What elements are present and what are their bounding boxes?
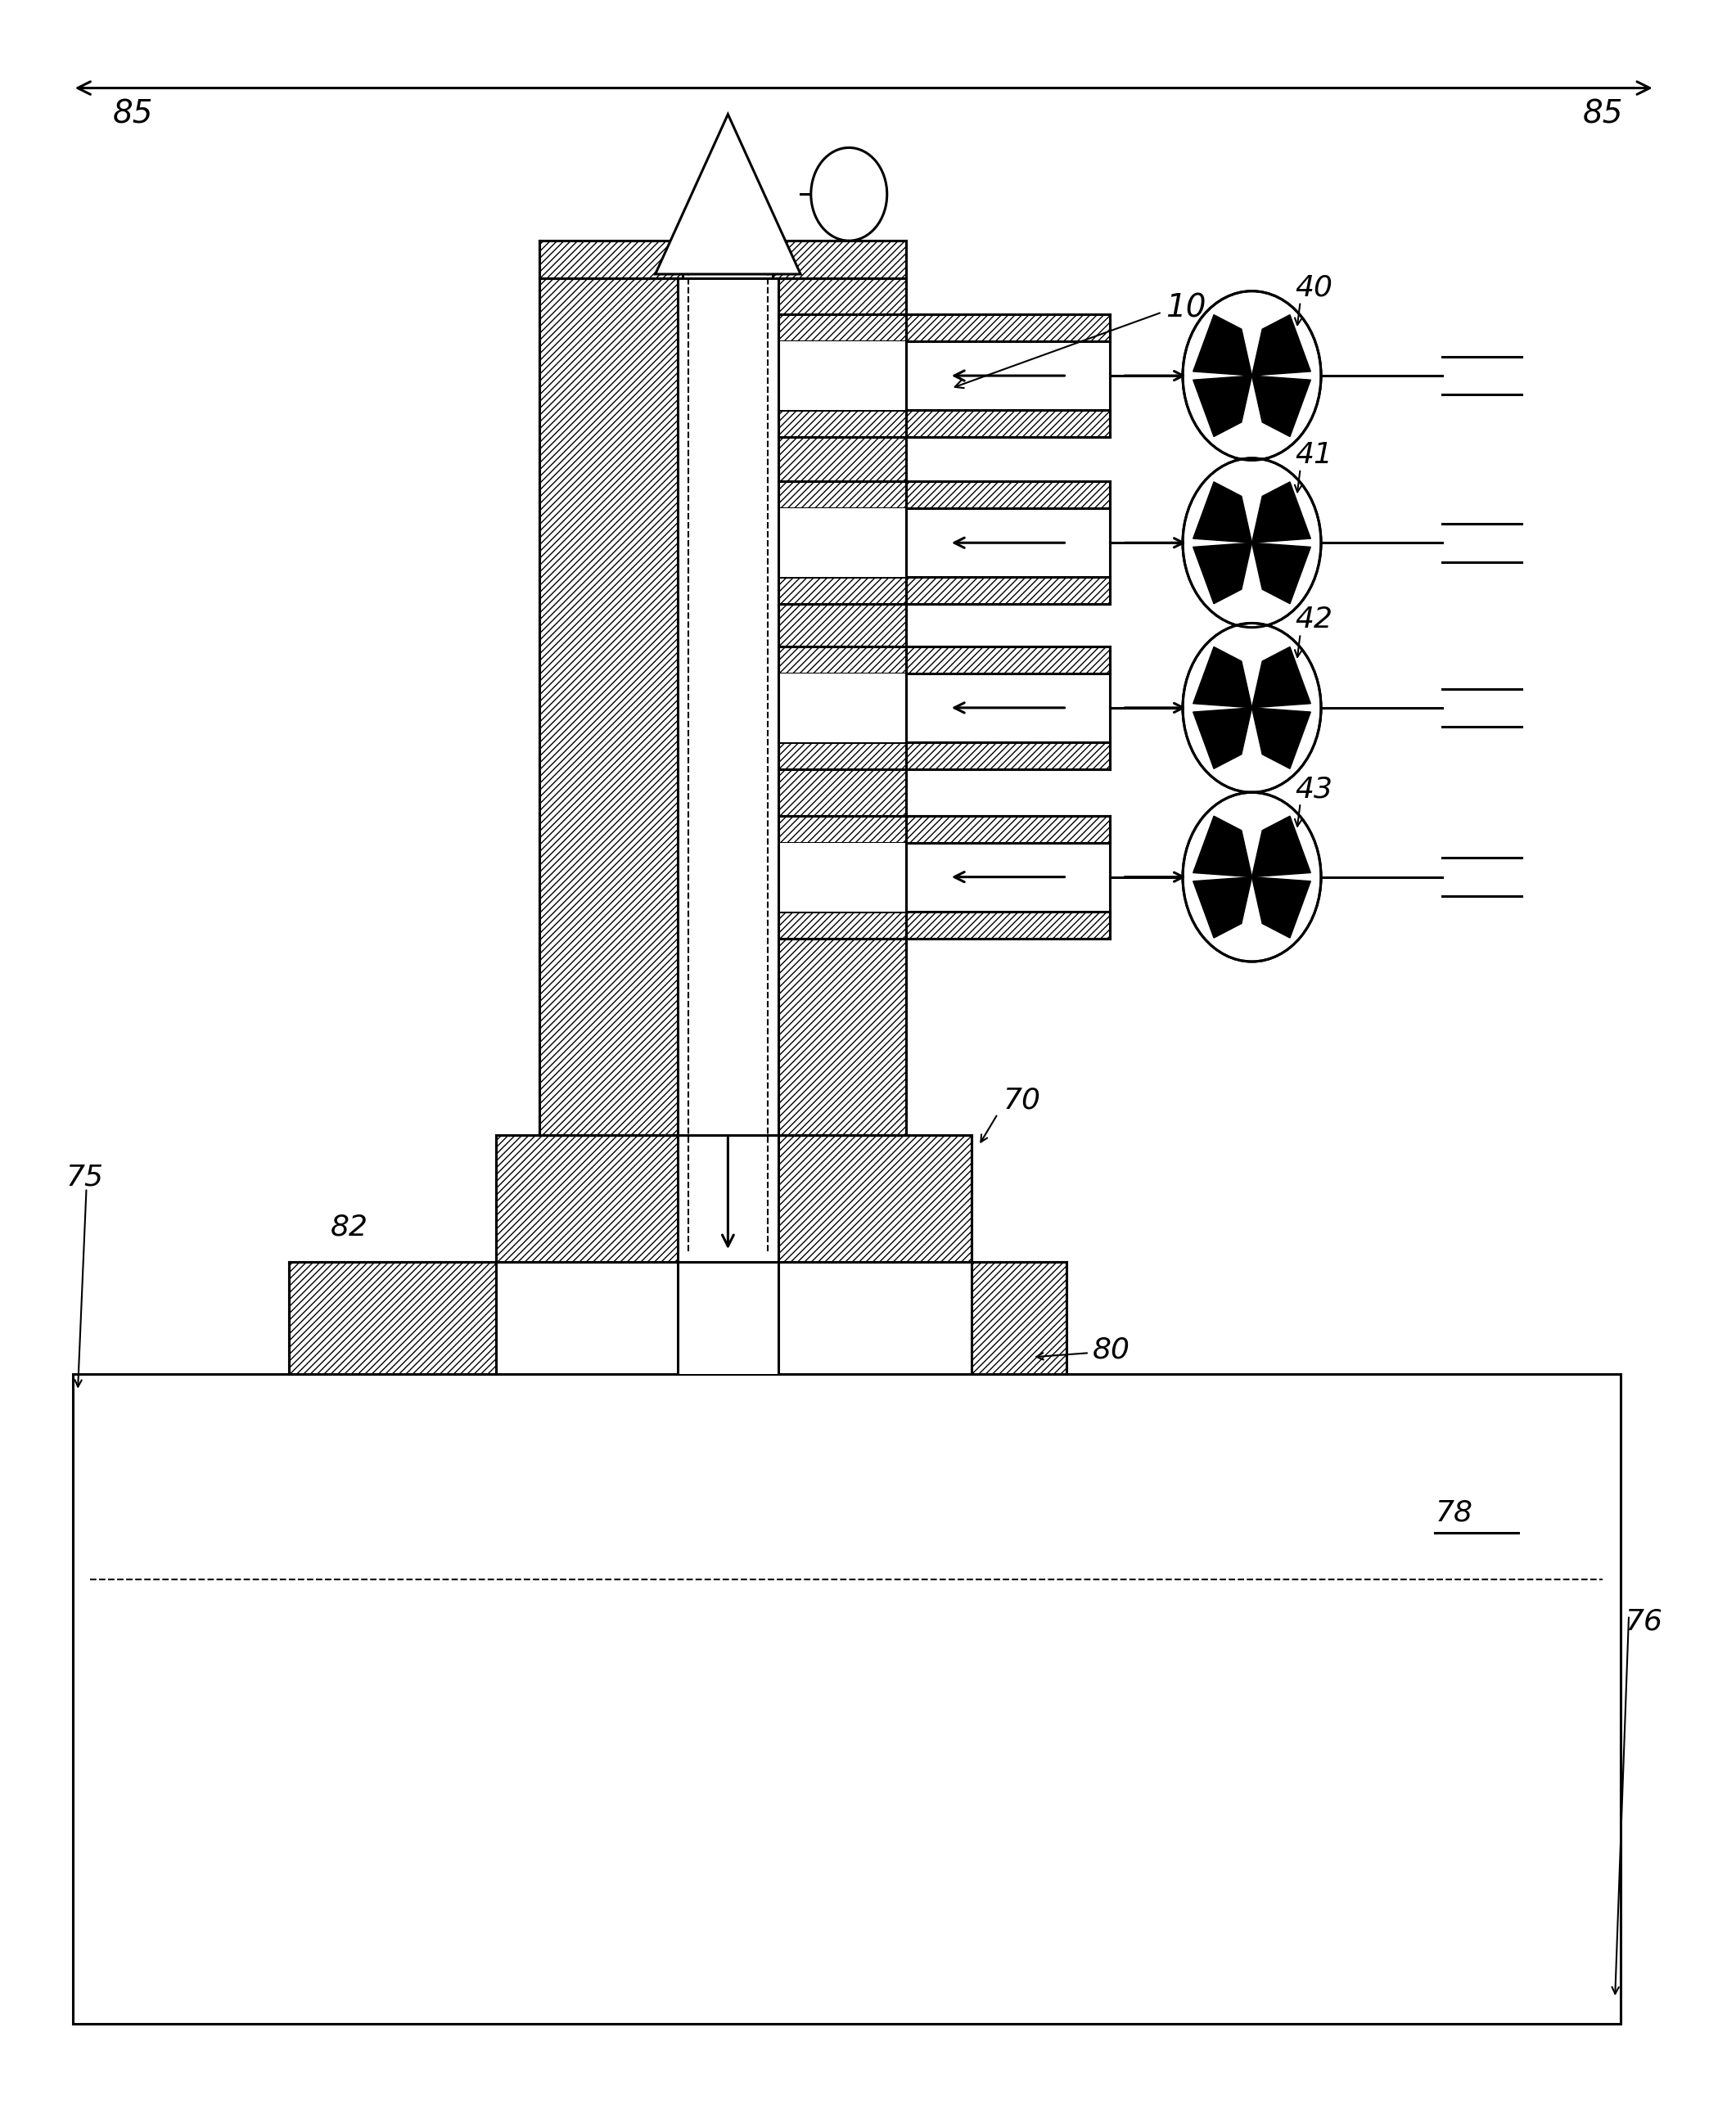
Text: 42: 42 [1295,607,1333,634]
Bar [778,743,906,768]
Circle shape [1182,458,1321,628]
Polygon shape [1252,709,1311,768]
Bar [778,673,906,743]
Polygon shape [1252,647,1311,709]
Text: 43: 43 [1295,775,1333,802]
Polygon shape [654,115,800,274]
Bar [906,342,1109,410]
Bar [778,509,906,577]
Bar [778,577,906,605]
Bar [778,410,906,437]
Polygon shape [1193,817,1252,876]
Polygon shape [1252,817,1311,876]
Bar [778,910,906,938]
Bar [288,1263,496,1375]
Bar [778,647,906,673]
Bar [496,1135,972,1263]
Polygon shape [1252,876,1311,938]
Bar [677,278,778,1135]
Polygon shape [1193,376,1252,437]
Text: 70: 70 [1003,1086,1040,1114]
Text: 80: 80 [1092,1335,1130,1364]
Text: 75: 75 [66,1163,104,1190]
Bar [906,410,1109,437]
Circle shape [811,149,887,240]
Bar [906,577,1109,605]
Bar [778,842,906,910]
Polygon shape [1252,543,1311,603]
Bar [778,314,906,342]
Polygon shape [1193,647,1252,709]
Polygon shape [1193,314,1252,376]
Polygon shape [1252,376,1311,437]
Circle shape [1182,291,1321,460]
Text: 10: 10 [1165,293,1207,323]
Bar [778,482,906,509]
Bar [906,910,1109,938]
Bar [682,238,773,280]
Bar [906,815,1109,842]
Polygon shape [1193,543,1252,603]
Text: 40: 40 [1295,274,1333,301]
Bar [677,1135,778,1263]
Bar [906,673,1109,743]
Text: 82: 82 [330,1214,368,1241]
Bar [906,509,1109,577]
Circle shape [1182,624,1321,792]
Bar [972,1263,1068,1375]
Bar [778,342,906,410]
Polygon shape [1252,314,1311,376]
Circle shape [1182,792,1321,961]
Text: 78: 78 [1436,1498,1472,1526]
Bar [778,278,906,1135]
Bar [906,743,1109,768]
Bar [540,240,906,278]
Text: 85: 85 [113,98,153,129]
Bar [906,314,1109,342]
Text: 76: 76 [1625,1608,1663,1636]
Bar [73,1375,1620,2024]
Bar [906,647,1109,673]
Bar [906,842,1109,910]
Polygon shape [1193,709,1252,768]
Text: 41: 41 [1295,441,1333,469]
Bar [677,1263,778,1375]
Bar [906,482,1109,509]
Polygon shape [1193,876,1252,938]
Bar [540,278,677,1135]
Bar [778,815,906,842]
Polygon shape [1252,482,1311,543]
Polygon shape [1193,482,1252,543]
Text: 85: 85 [1583,98,1623,129]
